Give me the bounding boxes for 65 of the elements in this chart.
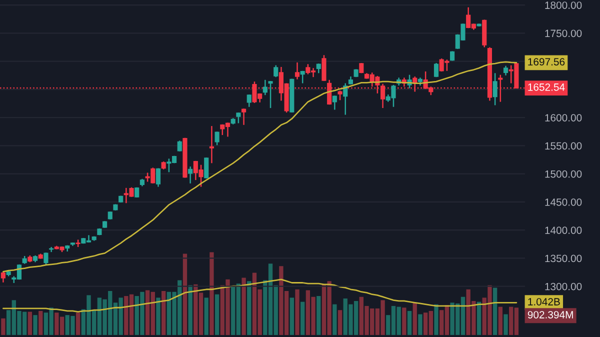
bar bbox=[300, 302, 305, 335]
candlestick bbox=[188, 166, 193, 184]
bar bbox=[412, 302, 417, 335]
bar bbox=[290, 298, 294, 335]
y-tick-label: 1550.00 bbox=[545, 142, 582, 150]
bar bbox=[504, 314, 508, 335]
candlestick bbox=[322, 54, 326, 82]
bar bbox=[247, 281, 252, 335]
bar bbox=[38, 310, 43, 335]
y-tick-label: 1600.00 bbox=[545, 114, 582, 122]
y-tick-label: 1750.00 bbox=[545, 30, 582, 38]
candlestick bbox=[492, 72, 498, 106]
bar bbox=[162, 291, 166, 335]
candlestick bbox=[434, 62, 439, 78]
bar bbox=[492, 288, 498, 335]
bar bbox=[204, 298, 208, 335]
candlestick bbox=[204, 156, 209, 179]
candlestick bbox=[503, 65, 508, 76]
candlestick bbox=[246, 94, 252, 108]
candlestick bbox=[338, 90, 342, 101]
candlestick bbox=[177, 140, 182, 152]
bar bbox=[182, 254, 188, 335]
candlestick bbox=[262, 79, 268, 96]
candlestick bbox=[450, 50, 455, 62]
ref-line-label: 1652.54 bbox=[528, 83, 565, 91]
text: 1697.56 bbox=[528, 58, 565, 66]
candlestick bbox=[241, 108, 246, 126]
text: 1.042B bbox=[528, 298, 560, 306]
bar bbox=[316, 296, 321, 335]
candlestick bbox=[44, 252, 48, 266]
bar bbox=[33, 315, 38, 335]
bar bbox=[476, 302, 482, 335]
bar bbox=[498, 306, 502, 335]
candlestick bbox=[332, 95, 337, 110]
bar bbox=[76, 312, 80, 335]
bar bbox=[295, 289, 300, 335]
candlestick bbox=[316, 62, 321, 74]
bar bbox=[418, 314, 422, 335]
y-tick-label: 1800.00 bbox=[545, 2, 582, 9]
bar bbox=[210, 252, 214, 335]
text: 902.394M bbox=[528, 311, 573, 318]
candlestick bbox=[156, 168, 161, 188]
bar bbox=[188, 285, 192, 335]
bar bbox=[402, 308, 406, 335]
candlestick bbox=[300, 70, 305, 84]
candlestick bbox=[274, 64, 278, 78]
y-tick-label: 1400.00 bbox=[545, 226, 582, 234]
bar bbox=[156, 298, 160, 335]
bar bbox=[434, 304, 438, 335]
candlestick bbox=[268, 80, 273, 109]
bar bbox=[338, 310, 342, 335]
candlestick bbox=[294, 62, 300, 80]
y-tick-label: 1300.00 bbox=[545, 282, 582, 290]
bar bbox=[28, 312, 32, 335]
y-tick-label: 1500.00 bbox=[545, 170, 582, 178]
candlestick bbox=[236, 112, 241, 124]
bar bbox=[214, 294, 220, 335]
bar bbox=[242, 278, 246, 335]
candlestick bbox=[214, 131, 220, 146]
bar bbox=[332, 304, 337, 335]
y-tick-label: 1450.00 bbox=[545, 198, 582, 206]
bar bbox=[407, 310, 412, 335]
candlestick bbox=[209, 125, 214, 164]
bar bbox=[1, 318, 6, 335]
y-tick-label: 1350.00 bbox=[545, 254, 582, 262]
